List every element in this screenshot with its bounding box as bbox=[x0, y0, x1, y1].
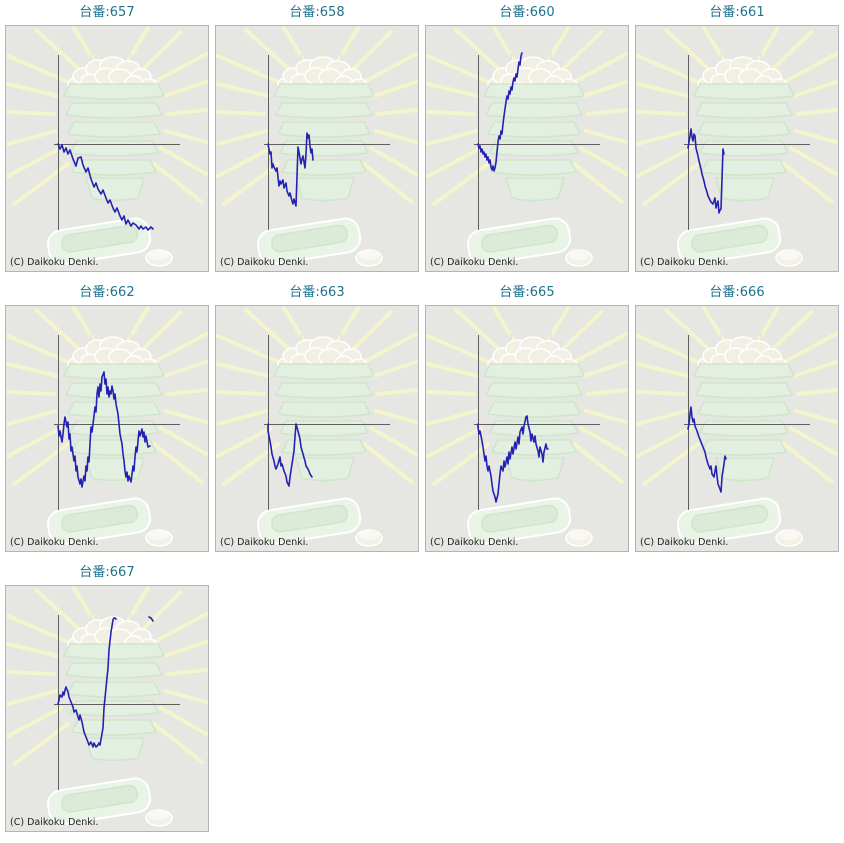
machine-number-title: 台番:662 bbox=[79, 285, 135, 300]
copyright-label: (C) Daikoku Denki. bbox=[220, 257, 309, 268]
slump-chart-panel: (C) Daikoku Denki. bbox=[635, 25, 839, 272]
machine-chart-cell: 台番:661 (C) Daikoku Denki. bbox=[635, 3, 839, 272]
copyright-label: (C) Daikoku Denki. bbox=[640, 257, 729, 268]
slump-line bbox=[267, 423, 313, 487]
watermark bbox=[636, 306, 838, 549]
copyright-label: (C) Daikoku Denki. bbox=[10, 817, 99, 828]
slump-chart-canvas bbox=[636, 26, 838, 269]
slump-line bbox=[477, 415, 549, 503]
slump-line bbox=[267, 132, 314, 207]
watermark bbox=[216, 26, 418, 269]
machine-chart-cell: 台番:665 (C) Daikoku Denki. bbox=[425, 283, 629, 552]
copyright-label: (C) Daikoku Denki. bbox=[430, 537, 519, 548]
slump-chart-panel: (C) Daikoku Denki. bbox=[425, 305, 629, 552]
slump-chart-canvas bbox=[426, 306, 628, 549]
machine-chart-cell: 台番:658 (C) Daikoku Denki. bbox=[215, 3, 419, 272]
slump-chart-panel: (C) Daikoku Denki. bbox=[5, 305, 209, 552]
copyright-label: (C) Daikoku Denki. bbox=[640, 537, 729, 548]
copyright-label: (C) Daikoku Denki. bbox=[220, 537, 309, 548]
slump-chart-panel: (C) Daikoku Denki. bbox=[425, 25, 629, 272]
watermark bbox=[6, 306, 208, 549]
machine-number-title: 台番:661 bbox=[709, 5, 765, 20]
slump-chart-canvas bbox=[216, 306, 418, 549]
slump-chart-canvas bbox=[6, 586, 208, 829]
slump-line bbox=[477, 52, 523, 172]
slump-line bbox=[57, 617, 117, 748]
machine-chart-cell: 台番:662 (C) Daikoku Denki. bbox=[5, 283, 209, 552]
watermark bbox=[216, 306, 418, 549]
slump-chart-panel: (C) Daikoku Denki. bbox=[5, 25, 209, 272]
watermark bbox=[6, 26, 208, 269]
machine-chart-cell: 台番:663 (C) Daikoku Denki. bbox=[215, 283, 419, 552]
slump-line bbox=[57, 371, 151, 488]
machine-chart-cell: 台番:667 (C) Daikoku Denki. bbox=[5, 563, 209, 832]
machine-number-title: 台番:666 bbox=[709, 285, 765, 300]
slump-chart-panel: (C) Daikoku Denki. bbox=[215, 25, 419, 272]
machine-number-title: 台番:667 bbox=[79, 565, 135, 580]
watermark bbox=[426, 26, 628, 269]
machine-chart-cell: 台番:660 (C) Daikoku Denki. bbox=[425, 3, 629, 272]
copyright-label: (C) Daikoku Denki. bbox=[10, 537, 99, 548]
slump-chart-panel: (C) Daikoku Denki. bbox=[215, 305, 419, 552]
machine-number-title: 台番:663 bbox=[289, 285, 345, 300]
slump-line bbox=[687, 406, 727, 493]
slump-chart-canvas bbox=[6, 306, 208, 549]
machine-number-title: 台番:657 bbox=[79, 5, 135, 20]
machine-chart-cell: 台番:666 (C) Daikoku Denki. bbox=[635, 283, 839, 552]
machine-number-title: 台番:658 bbox=[289, 5, 345, 20]
slump-line bbox=[57, 143, 154, 231]
slump-chart-panel: (C) Daikoku Denki. bbox=[5, 585, 209, 832]
machine-number-title: 台番:660 bbox=[499, 5, 555, 20]
copyright-label: (C) Daikoku Denki. bbox=[430, 257, 519, 268]
slump-line bbox=[148, 616, 154, 622]
slump-chart-canvas bbox=[426, 26, 628, 269]
watermark bbox=[6, 586, 208, 829]
slump-line bbox=[687, 128, 725, 214]
slump-chart-canvas bbox=[636, 306, 838, 549]
copyright-label: (C) Daikoku Denki. bbox=[10, 257, 99, 268]
watermark bbox=[636, 26, 838, 269]
machine-chart-cell: 台番:657 (C) Daikoku Denki. bbox=[5, 3, 209, 272]
machine-number-title: 台番:665 bbox=[499, 285, 555, 300]
watermark bbox=[426, 306, 628, 549]
slump-chart-canvas bbox=[216, 26, 418, 269]
slump-chart-canvas bbox=[6, 26, 208, 269]
slump-chart-panel: (C) Daikoku Denki. bbox=[635, 305, 839, 552]
